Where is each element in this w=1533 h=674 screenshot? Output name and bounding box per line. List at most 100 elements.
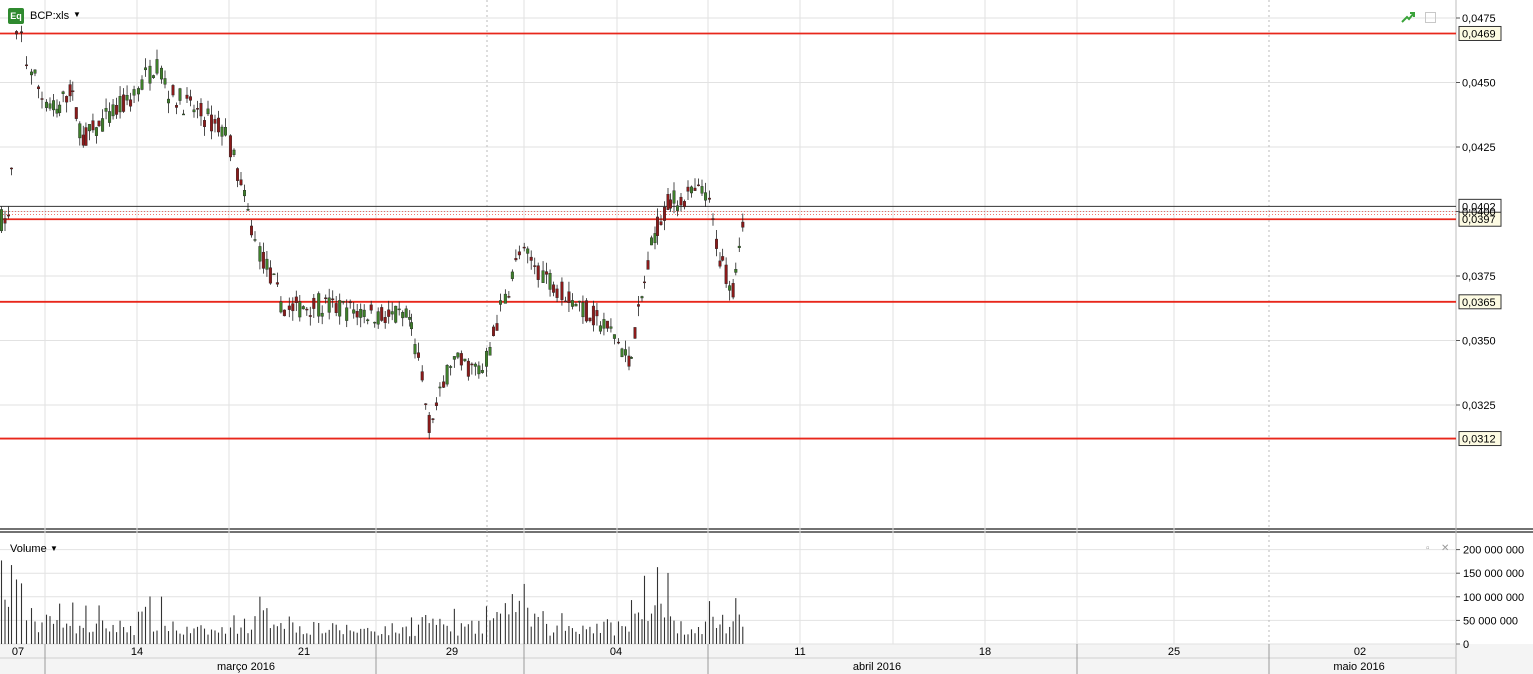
- candle-body: [338, 300, 342, 317]
- maximize-panel-icon[interactable]: ▫: [1426, 543, 1430, 554]
- candle-body: [659, 221, 663, 225]
- candle-body: [279, 301, 283, 313]
- candle-body: [155, 59, 159, 74]
- candle-body: [352, 309, 356, 314]
- candle-body: [417, 352, 421, 358]
- candle-body: [424, 403, 428, 405]
- level-tag-box: [1458, 294, 1502, 310]
- candle-body: [341, 301, 345, 303]
- candle-body: [91, 120, 95, 131]
- candle-body: [624, 349, 628, 356]
- candle-body: [473, 363, 477, 367]
- candle-body: [327, 297, 331, 313]
- candle-body: [334, 303, 338, 314]
- candle-body: [45, 101, 49, 108]
- candle-body: [74, 107, 78, 119]
- candle-body: [192, 109, 196, 113]
- candle-body: [235, 168, 239, 181]
- candle-body: [510, 271, 514, 279]
- expand-chart-icon[interactable]: [1401, 11, 1415, 23]
- candle-body: [690, 186, 694, 194]
- volume-tick-label: 200 000 000: [1463, 545, 1524, 557]
- close-panel-icon[interactable]: ✕: [1441, 543, 1450, 554]
- day-label: 14: [131, 646, 143, 658]
- candle-body: [517, 251, 521, 256]
- candle-body: [413, 344, 417, 355]
- candle-body: [693, 187, 697, 191]
- candle-body: [488, 346, 492, 356]
- candle-body: [348, 301, 352, 304]
- candle-body: [533, 265, 537, 267]
- candle-body: [71, 90, 75, 92]
- day-label: 21: [298, 646, 310, 658]
- candle-body: [78, 123, 82, 139]
- candle-body: [711, 218, 715, 220]
- candle-body: [431, 418, 435, 420]
- candle-body: [216, 117, 220, 133]
- volume-bars: [0, 560, 744, 644]
- candle-body: [33, 69, 37, 74]
- candle-body: [129, 99, 133, 107]
- candle-body: [287, 305, 291, 310]
- price-tick-label: 0,0375: [1462, 271, 1496, 283]
- candle-body: [507, 296, 511, 298]
- candle-body: [48, 103, 52, 109]
- price-tick-label: 0,0400: [1462, 207, 1496, 219]
- volume-panel-label[interactable]: Volume: [10, 543, 47, 555]
- candle-body: [721, 256, 725, 261]
- candle-body: [449, 366, 453, 368]
- chevron-down-icon[interactable]: ▼: [50, 544, 58, 553]
- candle-body: [228, 135, 232, 158]
- candle-body: [427, 414, 431, 433]
- candle-body: [728, 285, 732, 291]
- candle-body: [171, 85, 175, 96]
- level-tag-box: [1458, 25, 1502, 41]
- chevron-down-icon[interactable]: ▼: [73, 10, 81, 19]
- candle-body: [3, 218, 7, 224]
- candle-body: [574, 303, 578, 307]
- candle-body: [249, 225, 253, 236]
- candle-body: [630, 357, 634, 359]
- candle-body: [570, 300, 574, 307]
- candle-body: [362, 309, 366, 317]
- candle-body: [174, 105, 178, 108]
- day-label: 07: [12, 646, 24, 658]
- candle-body: [383, 317, 387, 324]
- candle-body: [317, 293, 321, 317]
- candle-body: [380, 307, 384, 321]
- symbol-selector[interactable]: BCP:xls: [30, 10, 70, 22]
- candle-body: [101, 118, 105, 132]
- candle-body: [737, 245, 741, 248]
- candle-body: [567, 291, 571, 304]
- candle-body: [598, 325, 602, 332]
- candle-body: [25, 64, 29, 67]
- candle-body: [265, 258, 269, 270]
- candle-body: [560, 281, 564, 300]
- price-tick-label: 0,0350: [1462, 336, 1496, 348]
- candle-body: [261, 251, 265, 269]
- candle-body: [514, 258, 518, 261]
- candle-body: [104, 108, 108, 112]
- candle-body: [331, 298, 335, 301]
- volume-tick-label: 150 000 000: [1463, 568, 1524, 580]
- candle-body: [305, 308, 309, 311]
- candle-body: [656, 216, 660, 236]
- candle-body: [686, 186, 690, 192]
- candle-body: [312, 297, 316, 309]
- price-tick-label: 0,0425: [1462, 142, 1496, 154]
- candle-body: [563, 300, 567, 303]
- candle-body: [397, 308, 401, 311]
- candle-body: [199, 103, 203, 117]
- equity-icon[interactable]: Eq: [8, 8, 24, 24]
- candle-body: [588, 317, 592, 322]
- window-icon[interactable]: [1425, 12, 1436, 23]
- candle-body: [14, 31, 18, 35]
- candle-body: [697, 184, 701, 187]
- candle-body: [679, 196, 683, 206]
- day-label: 18: [979, 646, 991, 658]
- candle-body: [672, 190, 676, 204]
- candle-body: [541, 270, 545, 283]
